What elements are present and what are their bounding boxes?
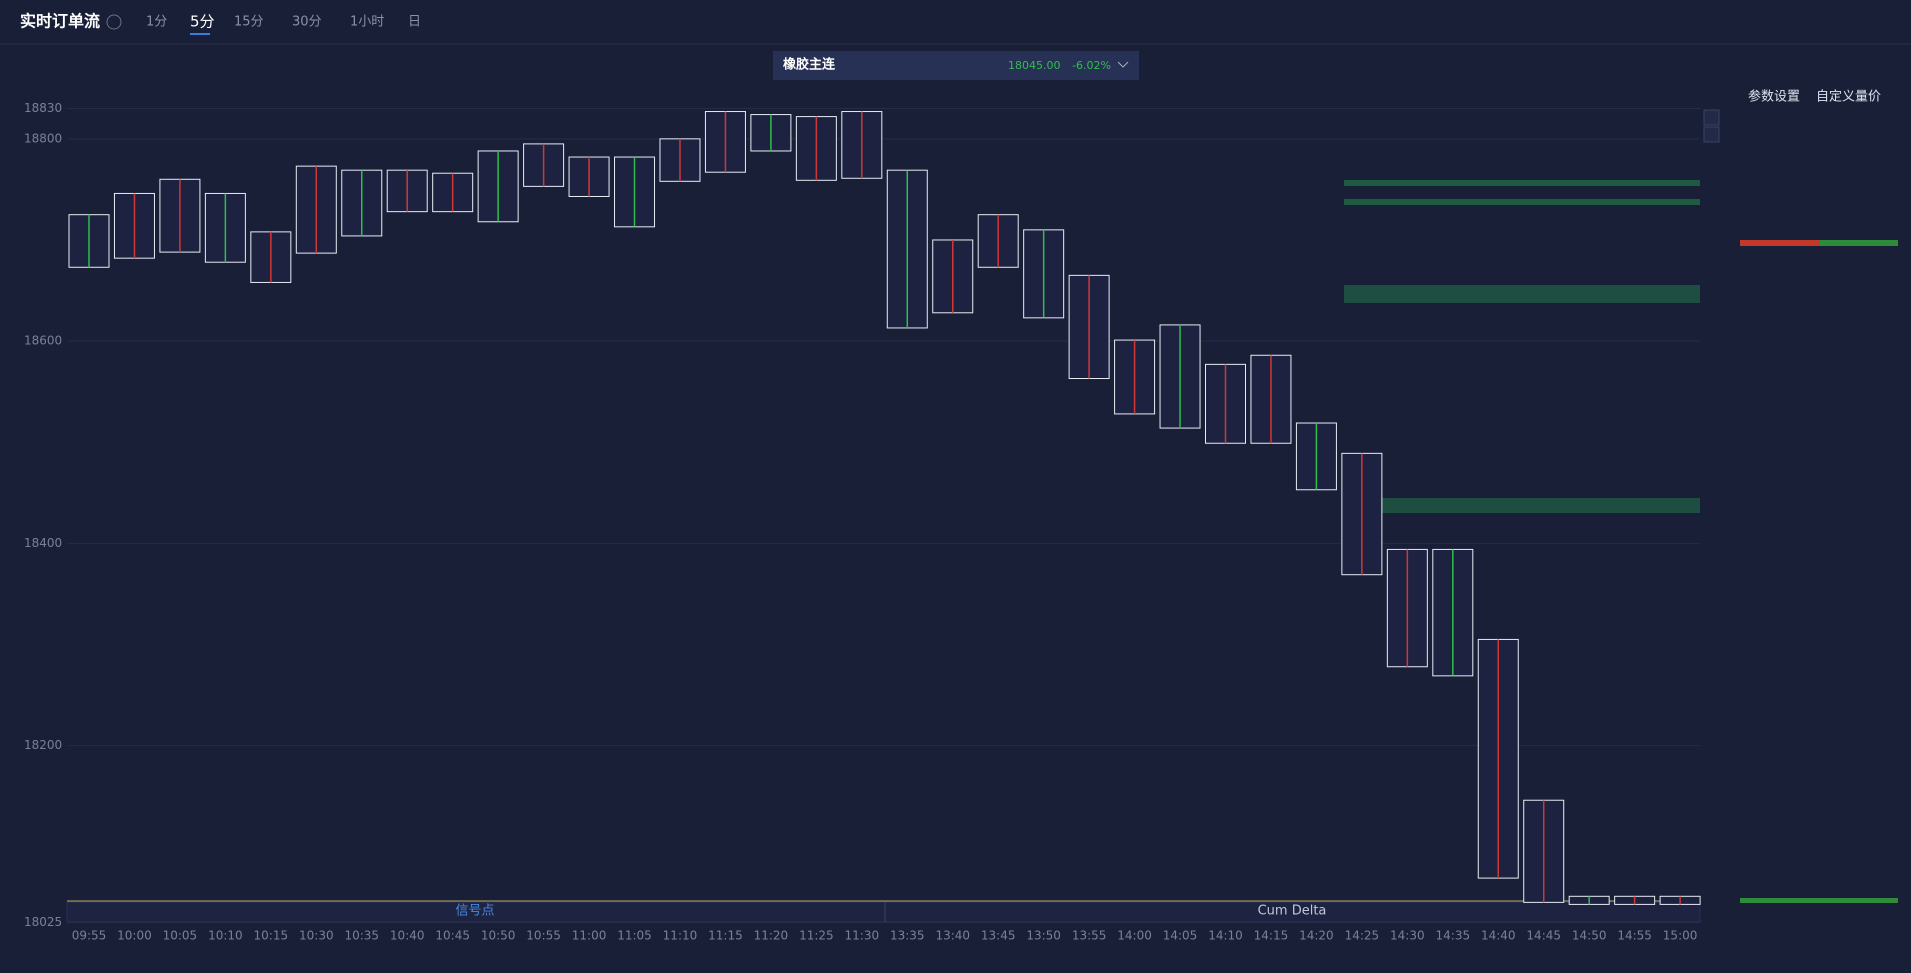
x-tick-label: 14:20	[1299, 929, 1334, 943]
x-tick-label: 13:50	[1026, 929, 1061, 943]
profile-decor	[1820, 240, 1898, 246]
y-tick-label: 18830	[24, 101, 62, 115]
instrument-bar[interactable]	[773, 51, 1139, 80]
x-tick-label: 10:30	[299, 929, 334, 943]
x-tick-label: 11:10	[663, 929, 698, 943]
timeframe-tab[interactable]: 15分	[234, 15, 264, 30]
signal-label: 信号点	[455, 904, 494, 919]
expand-button[interactable]	[1703, 109, 1720, 126]
instrument-price: 18045.00	[1008, 59, 1061, 72]
x-tick-label: 10:45	[435, 929, 470, 943]
profile-decor	[1740, 898, 1898, 903]
timeframe-tab[interactable]: 30分	[292, 15, 322, 30]
x-tick-label: 14:55	[1617, 929, 1652, 943]
x-tick-label: 13:45	[981, 929, 1016, 943]
timeframe-tab[interactable]: 1小时	[350, 15, 384, 30]
timeframe-tab[interactable]: 5分	[190, 13, 215, 31]
x-tick-label: 10:05	[163, 929, 198, 943]
x-tick-label: 15:00	[1663, 929, 1698, 943]
signal-panel	[66, 901, 1701, 923]
y-tick-label: 18400	[24, 536, 62, 550]
x-tick-label: 14:35	[1436, 929, 1471, 943]
delta-label: Cum Delta	[1258, 904, 1327, 919]
y-tick-label: 18200	[24, 738, 62, 752]
x-tick-label: 11:15	[708, 929, 743, 943]
x-tick-label: 09:55	[72, 929, 107, 943]
x-tick-label: 14:50	[1572, 929, 1607, 943]
x-tick-label: 14:10	[1208, 929, 1243, 943]
x-tick-label: 14:30	[1390, 929, 1425, 943]
y-tick-label: 18600	[24, 334, 62, 348]
x-tick-label: 14:00	[1117, 929, 1152, 943]
x-tick-label: 11:25	[799, 929, 834, 943]
y-tick-label: 18800	[24, 131, 62, 145]
tab-underline	[190, 33, 210, 35]
x-tick-label: 10:00	[117, 929, 152, 943]
zone	[1344, 180, 1700, 186]
x-tick-label: 10:40	[390, 929, 425, 943]
help-button[interactable]	[1703, 126, 1720, 143]
zone	[1344, 285, 1700, 303]
x-tick-label: 11:30	[845, 929, 880, 943]
y-tick-label: 18025	[24, 915, 62, 929]
zone	[1344, 498, 1700, 513]
x-tick-label: 10:15	[254, 929, 289, 943]
timeframe-tab[interactable]: 1分	[146, 15, 167, 30]
x-tick-label: 14:15	[1254, 929, 1289, 943]
x-tick-label: 14:05	[1163, 929, 1198, 943]
x-tick-label: 11:00	[572, 929, 607, 943]
help-icon[interactable]	[106, 14, 122, 30]
x-tick-label: 11:05	[617, 929, 652, 943]
zone	[1344, 199, 1700, 205]
app-title: 实时订单流	[20, 12, 100, 31]
x-tick-label: 11:20	[754, 929, 789, 943]
dropdown-icon[interactable]	[1117, 61, 1129, 68]
custom-button[interactable]: 自定义量价	[1816, 90, 1881, 105]
timeframe-tab[interactable]: 日	[408, 15, 421, 30]
x-tick-label: 13:55	[1072, 929, 1107, 943]
instrument-change: -6.02%	[1072, 59, 1111, 72]
x-tick-label: 13:40	[935, 929, 970, 943]
x-tick-label: 10:55	[526, 929, 561, 943]
x-tick-label: 10:10	[208, 929, 243, 943]
x-tick-label: 14:25	[1345, 929, 1380, 943]
settings-button[interactable]: 参数设置	[1748, 89, 1800, 105]
profile-decor	[1740, 240, 1898, 246]
x-tick-label: 13:35	[890, 929, 925, 943]
x-tick-label: 10:35	[344, 929, 379, 943]
instrument-name: 橡胶主连	[783, 57, 836, 73]
x-tick-label: 14:40	[1481, 929, 1516, 943]
x-tick-label: 14:45	[1526, 929, 1561, 943]
x-tick-label: 10:50	[481, 929, 516, 943]
